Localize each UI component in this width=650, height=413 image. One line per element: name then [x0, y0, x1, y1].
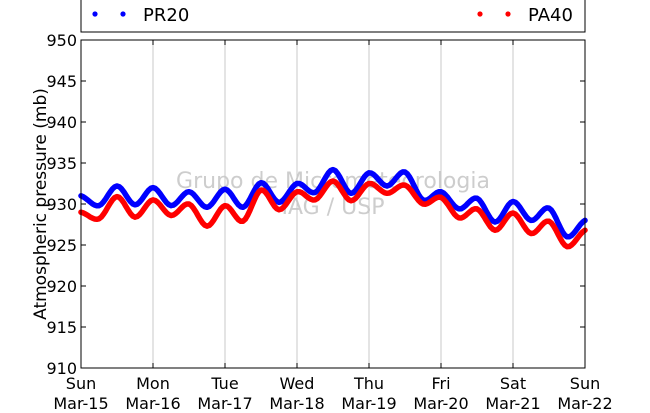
data-point-PA40: [150, 197, 156, 203]
legend-marker: [477, 11, 483, 17]
data-point-PA40: [528, 230, 534, 237]
data-point-PR20: [186, 189, 192, 195]
y-tick-label: 945: [46, 72, 77, 91]
data-point-PA40: [366, 180, 372, 187]
axis-layer: SunMar-15MonMar-16TueMar-17WedMar-18ThuM…: [46, 31, 612, 413]
data-point-PR20: [240, 204, 246, 210]
x-tick-label-date: Mar-19: [341, 394, 396, 409]
legend-marker: [505, 11, 511, 17]
data-point-PA40: [348, 198, 354, 204]
x-tick-label-day: Fri: [431, 374, 450, 393]
series-PA40: [78, 178, 588, 250]
legend: PR20 PA40: [80, 0, 586, 33]
data-point-PA40: [204, 223, 210, 229]
legend-item-PR20: PR20: [92, 5, 189, 26]
data-point-PA40: [384, 190, 390, 196]
data-point-PR20: [312, 189, 318, 196]
x-tick-label-day: Mon: [136, 374, 170, 393]
y-tick-label: 910: [46, 359, 77, 378]
data-point-PA40: [222, 203, 228, 209]
x-tick-label-date: Mar-21: [485, 394, 540, 409]
x-tick-label-date: Mar-20: [413, 394, 468, 409]
legend-item-PA40: PA40: [477, 5, 573, 26]
data-point-PR20: [564, 234, 570, 240]
data-point-PA40: [186, 201, 192, 207]
data-point-PA40: [492, 227, 498, 233]
y-axis-label: Atmospheric pressure (mb): [31, 88, 51, 320]
x-tick-label-date: Mar-16: [125, 394, 180, 409]
data-point-PR20: [294, 180, 300, 187]
data-point-PR20: [222, 186, 228, 192]
data-point-PA40: [420, 201, 426, 207]
legend-label-PA40: PA40: [528, 5, 573, 26]
y-tick-label: 935: [46, 154, 77, 173]
data-point-PR20: [456, 206, 462, 212]
data-point-PR20: [114, 183, 120, 189]
x-tick-label-day: Wed: [280, 374, 315, 393]
data-point-PA40: [564, 244, 570, 250]
data-point-PR20: [258, 180, 264, 186]
legend-box: [80, 0, 586, 33]
data-point-PR20: [528, 217, 534, 223]
series-layer: [78, 166, 588, 250]
data-point-PA40: [294, 189, 300, 195]
legend-marker: [92, 11, 98, 17]
data-point-PR20: [546, 205, 552, 211]
y-tick-label: 915: [46, 318, 77, 337]
data-point-PR20: [330, 167, 336, 173]
x-tick-label-day: Sat: [500, 374, 526, 393]
legend-marker: [120, 11, 126, 17]
data-point-PR20: [402, 169, 408, 175]
x-tick-label-date: Mar-15: [53, 394, 108, 409]
data-point-PA40: [132, 214, 138, 220]
y-tick-label: 930: [46, 195, 77, 214]
x-tick-label-date: Mar-17: [197, 394, 252, 409]
watermark-line-2: IAG / USP: [282, 195, 385, 220]
series-PR20: [78, 166, 588, 240]
data-point-PR20: [204, 204, 210, 210]
data-point-PA40: [276, 207, 282, 213]
data-point-PA40: [330, 178, 336, 184]
data-point-PR20: [150, 185, 156, 191]
data-point-PR20: [438, 189, 444, 195]
data-point-PR20: [132, 202, 138, 208]
data-point-PA40: [312, 197, 318, 203]
x-tick-label-day: Sun: [570, 374, 600, 393]
data-point-PR20: [492, 219, 498, 225]
data-point-PA40: [240, 218, 246, 224]
data-point-PA40: [96, 216, 102, 222]
x-tick-label-date: Mar-18: [269, 394, 324, 409]
data-point-PA40: [114, 194, 120, 200]
data-point-PA40: [438, 194, 444, 200]
data-point-PA40: [510, 210, 516, 216]
data-point-PR20: [384, 183, 390, 189]
data-point-PR20: [96, 203, 102, 209]
data-point-PR20: [474, 195, 480, 201]
data-point-PR20: [276, 199, 282, 205]
x-tick-label-day: Tue: [210, 374, 238, 393]
legend-label-PR20: PR20: [143, 5, 189, 26]
data-point-PR20: [348, 190, 354, 196]
data-point-PA40: [546, 218, 552, 224]
data-point-PR20: [510, 198, 516, 205]
y-tick-label: 950: [46, 31, 77, 50]
y-tick-label: 940: [46, 113, 77, 132]
data-point-PA40: [402, 182, 408, 188]
data-point-PA40: [258, 187, 264, 193]
y-tick-label: 925: [46, 236, 77, 255]
x-tick-label-date: Mar-22: [557, 394, 612, 409]
data-point-PA40: [474, 206, 480, 212]
x-tick-label-day: Thu: [353, 374, 384, 393]
x-tick-label-day: Sun: [66, 374, 96, 393]
data-point-PR20: [168, 203, 174, 209]
data-point-PR20: [366, 170, 372, 176]
data-point-PA40: [168, 212, 174, 219]
data-point-PA40: [456, 215, 462, 221]
y-tick-label: 920: [46, 277, 77, 296]
